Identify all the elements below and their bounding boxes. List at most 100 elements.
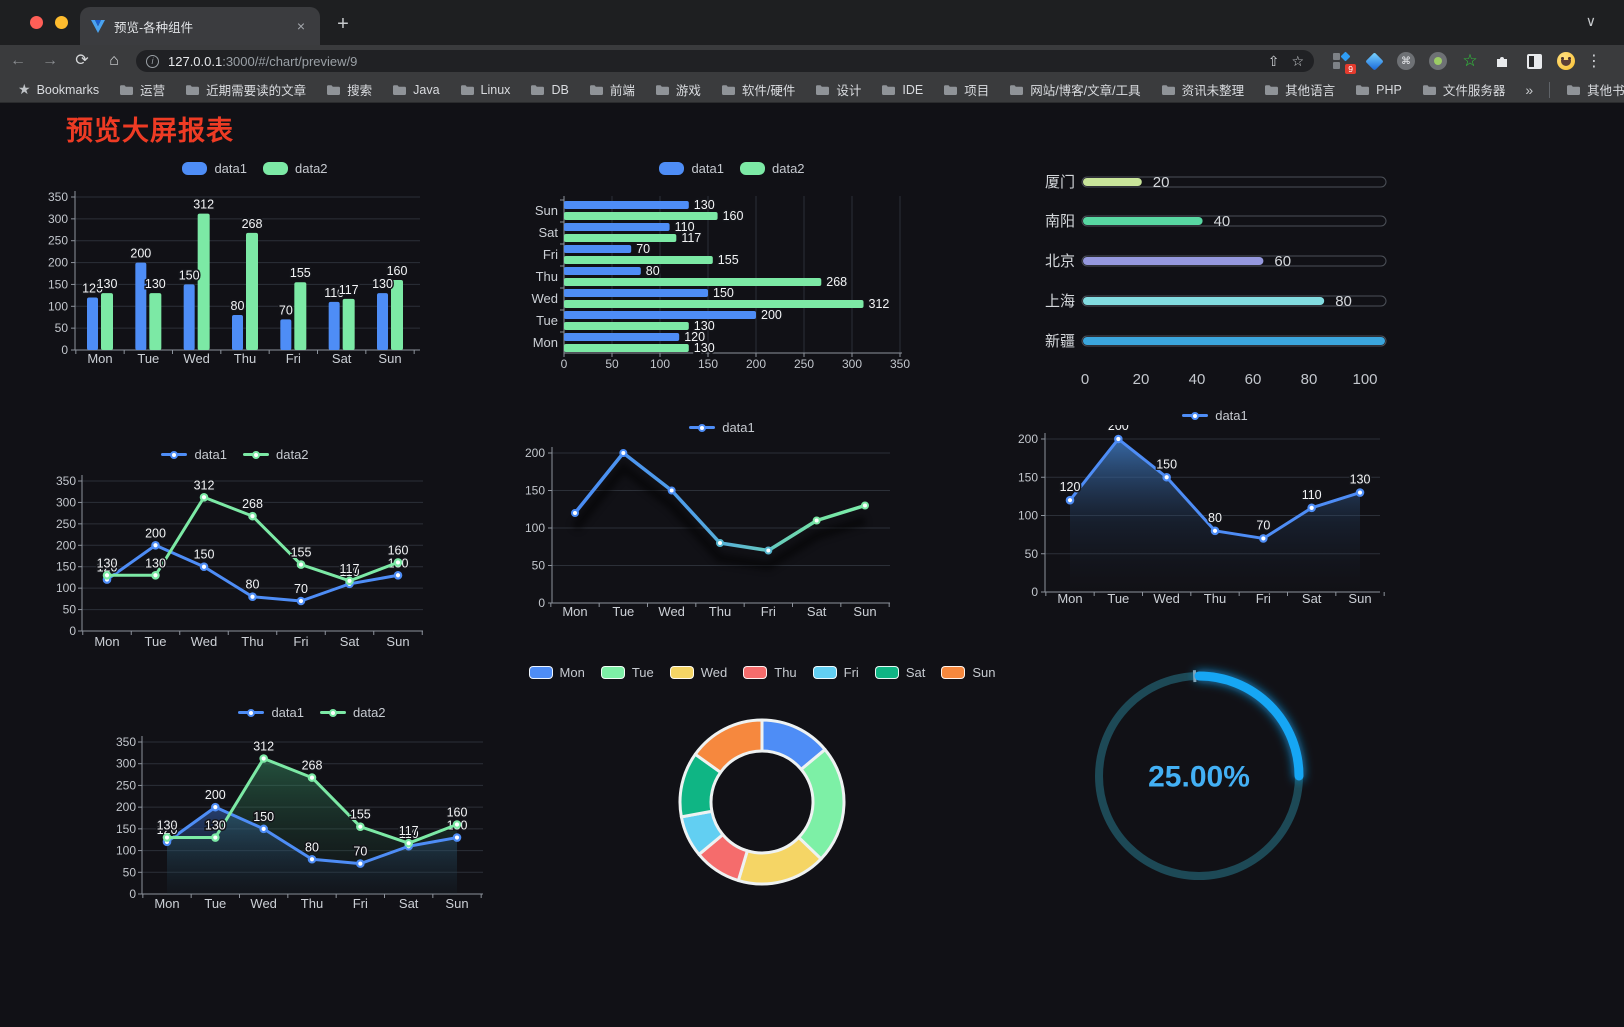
svg-text:250: 250 — [794, 357, 814, 370]
legend-swatch-icon — [740, 162, 765, 175]
bookmark-folder[interactable]: 软件/硬件 — [721, 80, 795, 99]
traffic-light-close[interactable] — [30, 16, 43, 29]
extension-emoji-icon[interactable] — [1555, 50, 1577, 72]
folder-icon — [944, 84, 958, 95]
bookmark-folder[interactable]: 搜索 — [326, 80, 372, 99]
extension-puzzle-icon[interactable] — [1491, 50, 1513, 72]
svg-text:130: 130 — [372, 277, 393, 291]
extension-command-icon[interactable]: ⌘ — [1395, 50, 1417, 72]
svg-text:110: 110 — [1302, 488, 1322, 502]
chart-gauge: 25.00% — [1079, 656, 1319, 896]
bookmark-folder[interactable]: 资讯未整理 — [1161, 80, 1245, 99]
legend-item[interactable]: Thu — [743, 665, 797, 680]
svg-text:Mon: Mon — [562, 604, 587, 619]
extension-sidepanel-icon[interactable] — [1523, 50, 1545, 72]
back-button[interactable]: ← — [10, 52, 26, 69]
bookmark-folder[interactable]: DB — [530, 80, 569, 99]
bookmark-folder[interactable]: 设计 — [815, 80, 861, 99]
new-tab-button[interactable]: + — [337, 13, 349, 35]
extension-gem-icon[interactable] — [1363, 50, 1385, 72]
legend-item[interactable]: data2 — [320, 705, 386, 720]
bookmark-folder[interactable]: 前端 — [589, 80, 635, 99]
bookmark-star-icon[interactable]: ☆ — [1291, 52, 1304, 69]
svg-text:70: 70 — [636, 242, 650, 256]
legend-item[interactable]: Tue — [600, 665, 654, 680]
legend-swatch-icon — [941, 666, 966, 679]
forward-button[interactable]: → — [42, 52, 58, 69]
bookmarks-manager[interactable]: ★ Bookmarks — [18, 81, 99, 98]
bookmark-folder[interactable]: Linux — [460, 80, 510, 99]
legend-item[interactable]: Sat — [874, 665, 925, 680]
svg-text:80: 80 — [646, 264, 660, 278]
legend-swatch-icon — [659, 162, 685, 175]
bookmark-folder[interactable]: 运营 — [119, 80, 165, 99]
legend-item[interactable]: data1 — [182, 161, 247, 176]
chart-legend: data1 data2 — [522, 161, 942, 176]
extension-dot-icon[interactable] — [1427, 50, 1449, 72]
browser-tab[interactable]: 预览-各种组件 × — [80, 7, 320, 45]
browser-menu-icon[interactable]: ⋮ — [1586, 53, 1602, 70]
legend-swatch-icon — [528, 666, 553, 679]
svg-text:Wed: Wed — [191, 634, 218, 649]
chart-line-two: data1 data2 0 50 100 150 200 250 300 350 Mon Tue Wed… — [40, 443, 430, 655]
legend-swatch-icon — [238, 708, 265, 717]
bookmark-label: 文件服务器 — [1442, 84, 1506, 98]
bookmark-folder[interactable]: 近期需要读的文章 — [185, 80, 306, 99]
url-text[interactable]: 127.0.0.1:3000/#/chart/preview/9 — [168, 54, 1256, 69]
legend-item[interactable]: Wed — [669, 665, 727, 680]
home-button[interactable]: ⌂ — [109, 52, 119, 69]
legend-item[interactable]: data1 — [161, 447, 227, 462]
svg-text:130: 130 — [157, 819, 178, 833]
bookmark-label: 游戏 — [675, 84, 701, 98]
legend-label: data2 — [295, 161, 328, 176]
folder-icon — [655, 84, 669, 95]
reload-button[interactable]: ⟳ — [75, 52, 89, 69]
legend-item[interactable]: Mon — [528, 665, 585, 680]
other-bookmarks-folder[interactable]: 其他书签 — [1566, 80, 1624, 99]
address-bar[interactable]: i 127.0.0.1:3000/#/chart/preview/9 ⇧ ☆ — [136, 50, 1314, 72]
bookmark-folder[interactable]: Java — [392, 80, 440, 99]
svg-text:0: 0 — [1031, 585, 1038, 599]
extension-star-icon[interactable]: ☆ — [1462, 51, 1478, 70]
svg-text:130: 130 — [694, 319, 715, 333]
traffic-light-minimize[interactable] — [55, 16, 68, 29]
bookmark-label: 资讯未整理 — [1181, 84, 1245, 98]
legend-item[interactable]: data1 — [238, 705, 304, 720]
svg-text:150: 150 — [713, 286, 734, 300]
legend-item[interactable]: data1 — [1182, 408, 1248, 423]
legend-item[interactable]: Fri — [812, 665, 859, 680]
bookmarks-label: Bookmarks — [36, 82, 100, 97]
svg-text:155: 155 — [291, 546, 312, 560]
svg-text:Sat: Sat — [1302, 591, 1322, 606]
bookmarks-overflow-chevron[interactable]: » — [1525, 81, 1534, 98]
bookmark-folder[interactable]: 其他语言 — [1264, 80, 1335, 99]
share-icon[interactable]: ⇧ — [1267, 52, 1280, 69]
tabstrip-chevron-icon[interactable]: ∨ — [1585, 13, 1596, 29]
legend-item[interactable]: data2 — [263, 161, 328, 176]
tab-close-icon[interactable]: × — [296, 18, 306, 34]
bookmark-folder[interactable]: 项目 — [943, 80, 989, 99]
svg-text:厦门: 厦门 — [1045, 174, 1075, 191]
bookmark-folder[interactable]: 网站/博客/文章/工具 — [1009, 80, 1141, 99]
legend-label: Tue — [631, 665, 654, 680]
legend-item[interactable]: Sun — [941, 665, 995, 680]
svg-text:350: 350 — [116, 735, 136, 749]
svg-text:160: 160 — [447, 806, 468, 820]
legend-item[interactable]: data1 — [689, 420, 755, 435]
svg-text:200: 200 — [205, 788, 226, 802]
bookmark-folder[interactable]: 游戏 — [655, 80, 701, 99]
legend-item[interactable]: data2 — [243, 447, 309, 462]
legend-item[interactable]: data1 — [659, 161, 724, 176]
legend-item[interactable]: data2 — [740, 161, 805, 176]
svg-text:120: 120 — [82, 282, 103, 296]
bookmark-folder[interactable]: IDE — [881, 80, 923, 99]
site-info-icon[interactable]: i — [146, 54, 159, 68]
extension-blocks-icon[interactable]: 9 — [1331, 50, 1356, 74]
extension-badge: 9 — [1345, 63, 1356, 74]
svg-text:Tue: Tue — [612, 604, 634, 619]
bookmark-folder[interactable]: PHP — [1355, 80, 1402, 99]
bookmark-folder[interactable]: 文件服务器 — [1422, 80, 1506, 99]
chart-plot: 0 50 100 150 200 250 300 350 Mon Tue Wed Thu Fri Sat S… — [116, 735, 483, 911]
bookmark-label: 搜索 — [347, 84, 373, 98]
